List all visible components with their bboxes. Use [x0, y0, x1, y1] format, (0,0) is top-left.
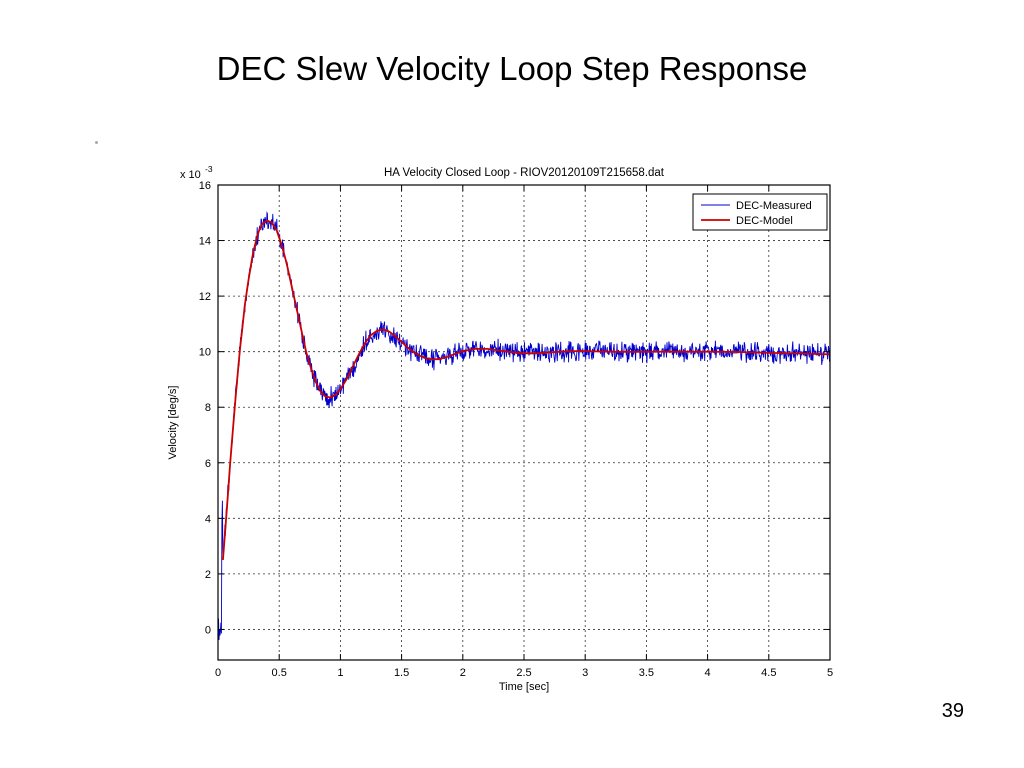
- x-tick-label: 1: [337, 667, 343, 679]
- chart-title: HA Velocity Closed Loop - RIOV20120109T2…: [384, 167, 665, 179]
- slide-title: DEC Slew Velocity Loop Step Response: [216, 50, 808, 87]
- x-tick-label: 2.5: [516, 667, 531, 679]
- x-tick-label: 3.5: [639, 667, 654, 679]
- x-tick-label: 1.5: [394, 667, 409, 679]
- x-tick-label: 4: [705, 667, 711, 679]
- page-number: 39: [941, 700, 964, 722]
- y-axis-label: Velocity [deg/s]: [167, 386, 179, 460]
- series-dec-model-line: [222, 219, 830, 561]
- legend-box: [692, 193, 828, 231]
- y-tick-label: 4: [205, 513, 211, 525]
- x-tick-label: 3: [582, 667, 588, 679]
- y-tick-label: 6: [205, 458, 211, 470]
- y-scale-prefix: x 10: [180, 169, 201, 181]
- plot-curves: [218, 211, 830, 641]
- y-tick-label: 10: [199, 347, 211, 359]
- x-tick-label: 2: [460, 667, 466, 679]
- legend: DEC-Measured DEC-Model: [692, 193, 828, 231]
- chart-figure: 0 0.5 1 1.5 2 2.5 3 3.5 4 4.5 5 0 2 4 6 8 10 12 14 16 HA Vel…: [130, 152, 870, 712]
- y-tick-label: 0: [205, 624, 211, 636]
- y-tick-label: 8: [205, 402, 211, 414]
- y-tick-label: 2: [205, 569, 211, 581]
- velocity-chart-svg: 0 0.5 1 1.5 2 2.5 3 3.5 4 4.5 5 0 2 4 6 8 10 12 14 16 HA Vel…: [167, 164, 833, 693]
- y-scale-exponent: -3: [205, 164, 213, 174]
- x-tick-label: 0: [215, 667, 221, 679]
- y-tick-label: 16: [199, 180, 211, 192]
- y-tick-label: 14: [199, 236, 211, 248]
- x-axis-label: Time [sec]: [499, 681, 549, 693]
- x-tick-label: 0.5: [272, 667, 287, 679]
- y-tick-label: 12: [199, 291, 211, 303]
- legend-label: DEC-Model: [736, 215, 793, 227]
- series-dec-measured-line: [218, 211, 830, 641]
- x-tick-label: 4.5: [761, 667, 776, 679]
- grid: [218, 185, 830, 660]
- axis-ticks: 0 0.5 1 1.5 2 2.5 3 3.5 4 4.5 5 0 2 4 6 8 10 12 14 16: [199, 180, 833, 679]
- legend-label: DEC-Measured: [736, 200, 812, 212]
- x-tick-label: 5: [827, 667, 833, 679]
- stray-mark: [95, 141, 98, 144]
